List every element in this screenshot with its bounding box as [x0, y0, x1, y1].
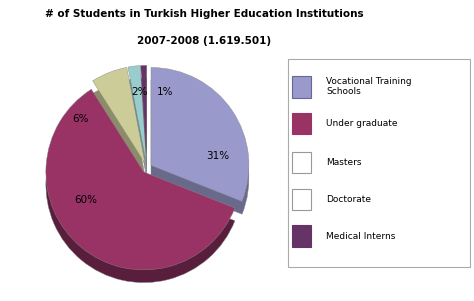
Text: Medical Interns: Medical Interns — [326, 232, 395, 241]
Text: 2%: 2% — [131, 87, 147, 97]
Wedge shape — [46, 89, 235, 270]
Wedge shape — [92, 80, 145, 176]
Bar — [292, 225, 311, 247]
Text: 60%: 60% — [75, 194, 98, 204]
Wedge shape — [151, 67, 249, 201]
Text: 1%: 1% — [156, 87, 173, 97]
Wedge shape — [141, 78, 147, 176]
Bar — [292, 113, 311, 134]
Wedge shape — [141, 65, 147, 163]
Wedge shape — [128, 78, 146, 176]
Wedge shape — [46, 102, 235, 283]
Bar — [292, 188, 311, 210]
Bar — [292, 76, 311, 98]
Bar — [292, 152, 311, 173]
Wedge shape — [128, 66, 146, 163]
Text: 31%: 31% — [206, 151, 229, 161]
Text: Masters: Masters — [326, 158, 362, 167]
Wedge shape — [151, 80, 249, 214]
Wedge shape — [92, 67, 145, 164]
Text: Doctorate: Doctorate — [326, 195, 371, 204]
Text: Vocational Training
Schools: Vocational Training Schools — [326, 77, 412, 96]
Text: 6%: 6% — [72, 114, 89, 124]
Text: # of Students in Turkish Higher Education Institutions: # of Students in Turkish Higher Educatio… — [45, 9, 363, 19]
Text: Under graduate: Under graduate — [326, 119, 398, 128]
Text: 2007-2008 (1.619.501): 2007-2008 (1.619.501) — [137, 36, 271, 46]
